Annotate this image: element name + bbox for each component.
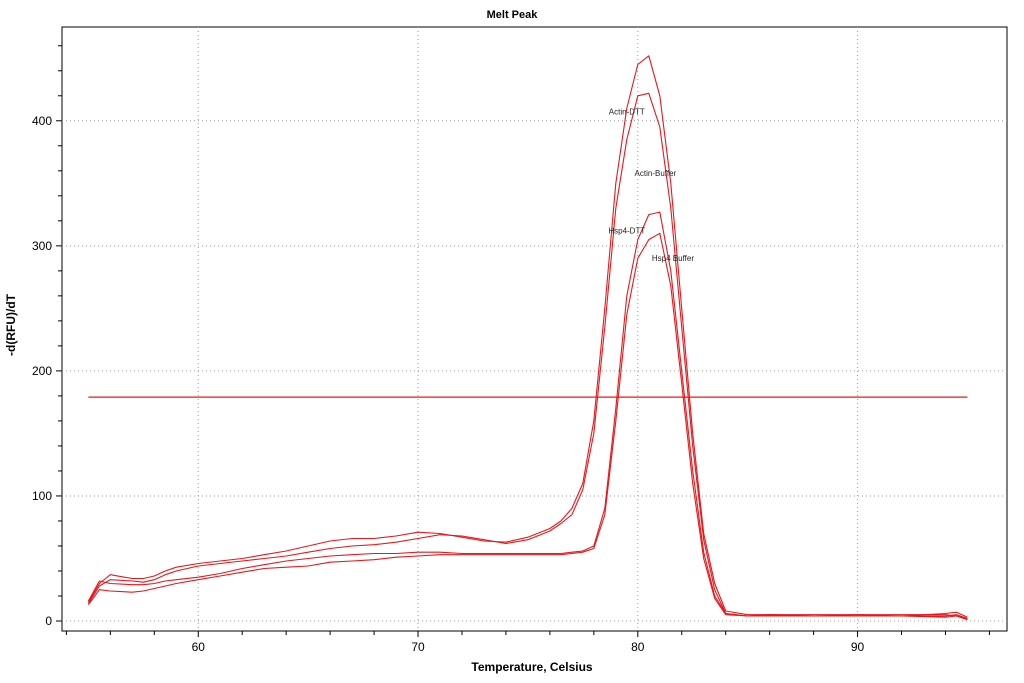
x-tick-label: 90 [851, 640, 865, 654]
plot-area-frame [61, 26, 1008, 632]
y-axis-label: -d(RFU)/dT [4, 293, 18, 356]
y-tick-label: 300 [32, 239, 52, 253]
peak-annotations: Actin-DTT Actin-Buffer Hsp4-DTT Hsp4 Buffer [608, 108, 694, 263]
axis-ticks [56, 45, 990, 637]
y-tick-label: 0 [45, 614, 52, 628]
series-lines [87, 55, 968, 621]
melt-curve-3[interactable] [87, 211, 968, 620]
grid-lines [62, 27, 1007, 631]
peak-label: Actin-DTT [609, 108, 645, 117]
tick-labels: 60 70 80 90 0 100 200 300 400 [32, 114, 865, 654]
melt-curve-4[interactable] [87, 232, 968, 621]
peak-label: Hsp4-DTT [608, 226, 645, 235]
x-axis-label: Temperature, Celsius [471, 660, 592, 674]
y-tick-label: 200 [32, 364, 52, 378]
y-tick-label: 100 [32, 489, 52, 503]
x-tick-label: 80 [631, 640, 645, 654]
chart-title: Melt Peak [487, 9, 539, 21]
melt-curve-1[interactable] [87, 55, 968, 620]
x-tick-label: 70 [411, 640, 425, 654]
melt-curve-2[interactable] [87, 92, 968, 618]
peak-label: Actin-Buffer [635, 169, 677, 178]
x-tick-label: 60 [192, 640, 206, 654]
y-tick-label: 400 [32, 114, 52, 128]
peak-label: Hsp4 Buffer [652, 254, 694, 263]
